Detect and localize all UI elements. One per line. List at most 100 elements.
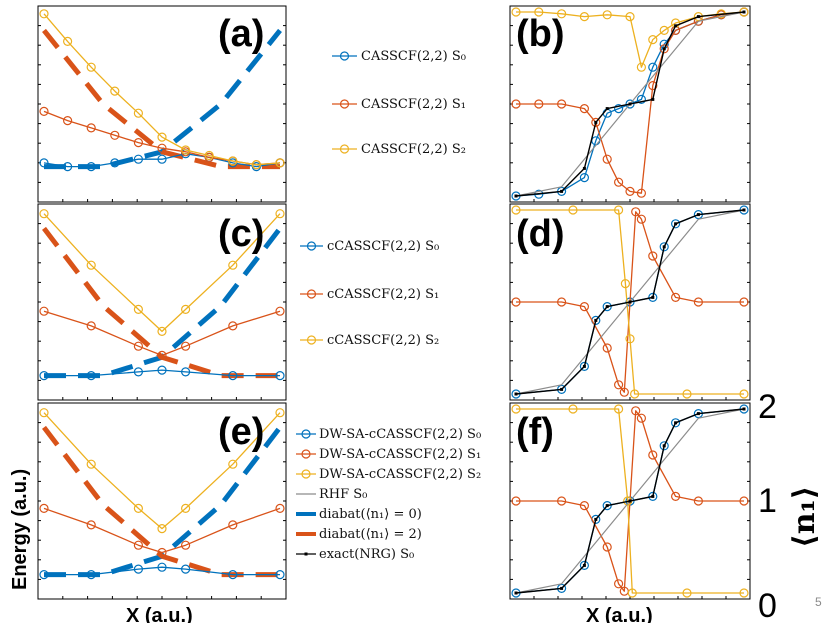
panel-b-marker-casscf-2-2-s — [534, 7, 544, 17]
legend-marker-ef-s2 — [301, 469, 311, 479]
legend-marker-ab-s2 — [339, 144, 350, 154]
panel-d-marker-ccasscf-2-2-s — [511, 297, 521, 307]
panel-b-marker-exact-nrg-s — [582, 166, 586, 170]
panel-d-marker-exact-nrg-s — [594, 318, 598, 322]
panel-b-marker-casscf-2-2-s — [613, 103, 624, 114]
panel-c-marker-ccasscf-2-2-s — [157, 326, 167, 336]
panel-d-marker-ccasscf-2-2-s — [602, 302, 612, 312]
panel-d-marker-ccasscf-2-2-s — [629, 389, 640, 399]
panel-d-marker-exact-nrg-s — [742, 208, 746, 212]
panel-d-marker-ccasscf-2-2-s — [620, 279, 631, 289]
panel-a-marker-casscf-2-2-s — [228, 156, 238, 166]
panel-b-marker-casscf-2-2-s — [636, 188, 647, 198]
legend-marker-ef-nrg — [304, 552, 308, 556]
legend-label-ab-s0: CASSCF(2,2) S₀ — [361, 49, 466, 64]
panel-f-marker-dw-sa-ccasscf-2-2-s — [602, 542, 612, 552]
panel-b-marker-casscf-2-2-s — [648, 80, 658, 91]
panel-c-marker-ccasscf-2-2-s — [275, 306, 285, 316]
panel-f-marker-dw-sa-ccasscf-2-2-s — [602, 501, 612, 511]
panel-b-marker-exact-nrg-s — [514, 194, 518, 198]
panel-b-marker-casscf-2-2-s — [625, 99, 635, 109]
legend-label-ef-nrg: exact(NRG) S₀ — [319, 547, 414, 562]
panel-f-marker-dw-sa-ccasscf-2-2-s — [693, 496, 704, 506]
panel-e-marker-dw-sa-ccasscf-2-2-s — [39, 408, 49, 418]
panel-e-marker-dw-sa-ccasscf-2-2-s — [133, 503, 143, 513]
panel-d-marker-exact-nrg-s — [560, 387, 564, 391]
panel-e-marker-dw-sa-ccasscf-2-2-s — [157, 547, 167, 558]
panel-c-marker-ccasscf-2-2-s — [133, 341, 143, 351]
panel-f-marker-dw-sa-ccasscf-2-2-s — [670, 491, 681, 501]
panel-b-marker-casscf-2-2-s — [579, 173, 590, 183]
panel-a-marker-casscf-2-2-s — [133, 108, 143, 118]
panel-f-marker-exact-nrg-s — [594, 517, 598, 521]
panel-e-marker-dw-sa-ccasscf-2-2-s — [181, 540, 191, 550]
panel-d-line-ccasscf-2-2-s — [516, 209, 744, 395]
panel-c-marker-ccasscf-2-2-s — [86, 321, 96, 331]
panel-e-marker-dw-sa-ccasscf-2-2-s — [86, 569, 96, 580]
legend-label-ef-diabat0: diabat(⟨n₁⟩ = 0) — [319, 507, 422, 522]
panel-f-marker-dw-sa-ccasscf-2-2-s — [659, 441, 669, 451]
panel-b-marker-casscf-2-2-s — [625, 12, 635, 22]
panel-d-marker-ccasscf-2-2-s — [579, 302, 590, 312]
panel-a-plot — [39, 9, 285, 172]
panel-e-marker-dw-sa-ccasscf-2-2-s — [157, 523, 167, 534]
panel-label-f: (f) — [516, 411, 554, 453]
panel-a-marker-casscf-2-2-s — [39, 106, 49, 117]
panel-d-marker-ccasscf-2-2-s — [613, 380, 624, 390]
legend-marker-ab-s0 — [339, 51, 350, 61]
legend-label-ef-s1: DW-SA-cCASSCF(2,2) S₁ — [319, 447, 481, 462]
panel-b-marker-casscf-2-2-s — [556, 99, 567, 109]
panel-c-marker-ccasscf-2-2-s — [157, 365, 167, 375]
legend-label-cd-s2: cCASSCF(2,2) S₂ — [327, 333, 439, 348]
panel-b-plot — [511, 7, 749, 201]
panel-d-marker-ccasscf-2-2-s — [648, 251, 658, 261]
panel-e-marker-dw-sa-ccasscf-2-2-s — [275, 569, 285, 580]
legend-marker-ab-s1 — [339, 99, 350, 109]
panel-a-marker-casscf-2-2-s — [39, 9, 49, 19]
panel-d-plot — [511, 205, 749, 399]
panel-b-marker-casscf-2-2-s — [579, 103, 590, 114]
panel-a-marker-casscf-2-2-s — [157, 154, 167, 164]
panel-b-marker-exact-nrg-s — [651, 97, 655, 101]
panel-a-line-casscf-2-2-s — [43, 153, 281, 168]
panel-label-c: (c) — [218, 213, 264, 255]
panel-f-marker-dw-sa-ccasscf-2-2-s — [627, 588, 637, 598]
legend-ef: DW-SA-cCASSCF(2,2) S₀ DW-SA-cCASSCF(2,2)… — [296, 427, 481, 562]
panel-e-marker-dw-sa-ccasscf-2-2-s — [228, 569, 238, 580]
panel-c-marker-ccasscf-2-2-s — [181, 341, 191, 351]
panel-a-marker-casscf-2-2-s — [62, 36, 73, 47]
panel-b-marker-exact-nrg-s — [628, 102, 632, 106]
panel-e-marker-dw-sa-ccasscf-2-2-s — [157, 562, 167, 572]
x-axis-label-right: X (a.u.) — [586, 605, 653, 623]
panel-d-marker-ccasscf-2-2-s — [602, 343, 612, 353]
panel-f-marker-dw-sa-ccasscf-2-2-s — [579, 501, 590, 511]
panel-d-marker-ccasscf-2-2-s — [670, 219, 681, 229]
panel-f-marker-dw-sa-ccasscf-2-2-s — [636, 413, 647, 423]
panel-b-marker-exact-nrg-s — [696, 15, 700, 19]
panel-b-marker-casscf-2-2-s — [534, 99, 544, 109]
panel-b-marker-casscf-2-2-s — [579, 12, 590, 22]
panel-e-marker-dw-sa-ccasscf-2-2-s — [181, 503, 191, 513]
legend-label-cd-s1: cCASSCF(2,2) S₁ — [327, 287, 439, 302]
panel-d-marker-ccasscf-2-2-s — [556, 297, 567, 307]
panel-c-marker-ccasscf-2-2-s — [39, 209, 49, 219]
panel-a-line-casscf-2-2-s — [43, 110, 281, 166]
panel-f-plot — [511, 404, 749, 598]
panel-c-marker-ccasscf-2-2-s — [275, 209, 285, 219]
legend-marker-ef-s0 — [301, 429, 311, 439]
panel-f-marker-exact-nrg-s — [605, 504, 609, 508]
panel-e-marker-dw-sa-ccasscf-2-2-s — [39, 569, 49, 580]
panel-d-marker-ccasscf-2-2-s — [631, 207, 641, 217]
panel-f-marker-exact-nrg-s — [560, 586, 564, 590]
panel-a-marker-casscf-2-2-s — [204, 150, 214, 161]
panel-f-marker-dw-sa-ccasscf-2-2-s — [511, 404, 521, 414]
panel-b-marker-exact-nrg-s — [560, 189, 564, 193]
panel-b-marker-exact-nrg-s — [605, 107, 609, 111]
panel-b-marker-exact-nrg-s — [662, 47, 666, 51]
panel-d-marker-exact-nrg-s — [662, 245, 666, 249]
panel-d-marker-ccasscf-2-2-s — [648, 292, 658, 302]
panel-b-marker-casscf-2-2-s — [625, 186, 635, 196]
panel-d-marker-exact-nrg-s — [628, 300, 632, 304]
panel-d-marker-ccasscf-2-2-s — [613, 205, 624, 215]
panel-a-line-casscf-2-2-s — [43, 13, 281, 166]
